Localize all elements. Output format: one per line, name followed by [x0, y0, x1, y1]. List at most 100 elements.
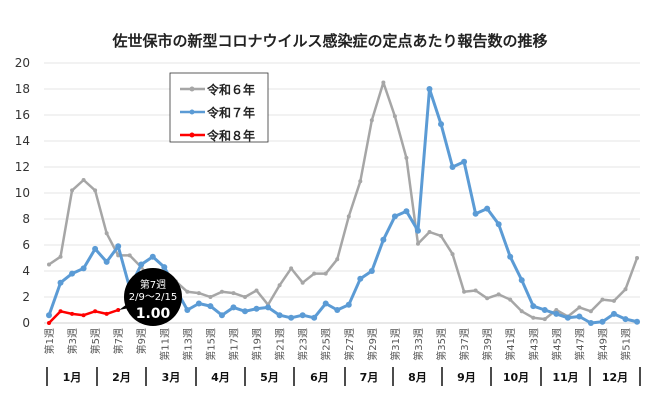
- data-point: [439, 233, 444, 238]
- legend-marker: [189, 109, 195, 115]
- data-point: [610, 310, 617, 317]
- data-point: [507, 253, 514, 260]
- data-point: [93, 309, 98, 314]
- data-point: [542, 317, 547, 322]
- legend-label: 令和７年: [206, 105, 255, 120]
- x-tick-label: 第21週: [274, 328, 287, 361]
- data-point: [541, 307, 548, 313]
- x-tick-label: 第49週: [596, 328, 609, 361]
- data-point: [218, 312, 225, 319]
- month-label: 6月: [310, 371, 329, 384]
- data-point: [115, 243, 122, 250]
- data-point: [508, 297, 513, 302]
- data-point: [219, 289, 224, 294]
- data-point: [276, 312, 283, 319]
- x-tick-label: 第7週: [112, 328, 125, 354]
- data-point: [635, 256, 640, 260]
- data-point: [277, 283, 282, 288]
- data-point: [634, 318, 641, 325]
- data-point: [185, 289, 190, 294]
- data-point: [496, 292, 501, 297]
- data-point: [461, 158, 468, 165]
- data-point: [415, 241, 420, 246]
- x-tick-label: 第15週: [204, 328, 217, 361]
- data-point: [450, 252, 455, 257]
- data-point: [195, 300, 202, 307]
- data-point: [92, 245, 99, 252]
- month-label: 4月: [211, 371, 230, 384]
- data-point: [116, 308, 121, 312]
- y-tick-label: 14: [15, 134, 30, 148]
- x-tick-label: 第47週: [573, 328, 586, 361]
- data-point: [288, 314, 295, 321]
- legend-marker: [189, 132, 195, 138]
- month-label: 7月: [360, 371, 379, 384]
- x-tick-label: 第29週: [366, 328, 379, 361]
- data-point: [611, 298, 616, 303]
- annotation-range: 2/9～2/15: [129, 292, 178, 303]
- data-point: [576, 313, 583, 320]
- data-point: [553, 310, 560, 317]
- x-tick-label: 第5週: [89, 328, 102, 354]
- month-label: 11月: [552, 371, 578, 384]
- data-point: [381, 80, 386, 85]
- data-point: [485, 296, 490, 301]
- y-tick-label: 12: [15, 160, 30, 174]
- legend-label: 令和６年: [206, 82, 255, 97]
- data-point: [358, 179, 363, 184]
- month-label: 5月: [260, 371, 279, 384]
- data-point: [196, 291, 201, 296]
- legend-label: 令和８年: [206, 128, 255, 143]
- x-tick-label: 第23週: [297, 328, 310, 361]
- annotation-week: 第7週: [140, 278, 166, 291]
- x-tick-label: 第33週: [412, 328, 425, 361]
- data-point: [184, 307, 191, 313]
- data-point: [207, 303, 214, 310]
- data-point: [242, 308, 249, 315]
- data-point: [403, 208, 410, 215]
- y-tick-label: 4: [22, 264, 30, 278]
- data-point: [243, 295, 248, 299]
- data-point: [208, 295, 213, 299]
- data-point: [93, 188, 98, 193]
- data-point: [357, 275, 364, 282]
- data-point: [161, 264, 168, 271]
- data-point: [265, 304, 272, 311]
- x-tick-label: 第3週: [66, 328, 79, 354]
- data-point: [70, 188, 75, 193]
- data-point: [312, 271, 317, 276]
- data-point: [518, 277, 525, 284]
- data-point: [47, 262, 51, 267]
- data-point: [149, 253, 156, 260]
- annotation-callout: 第7週 2/9～2/15 1.00: [119, 268, 182, 326]
- data-point: [70, 311, 75, 316]
- data-point: [103, 258, 110, 265]
- data-point: [81, 313, 86, 318]
- data-point: [138, 261, 145, 268]
- data-point: [58, 309, 63, 314]
- data-point: [484, 205, 491, 212]
- data-point: [346, 214, 351, 219]
- x-tick-label: 第11週: [158, 328, 171, 361]
- data-point: [623, 287, 628, 292]
- month-label: 9月: [457, 371, 476, 384]
- x-tick-label: 第43週: [527, 328, 540, 361]
- data-point: [253, 305, 260, 312]
- data-point: [588, 309, 593, 314]
- y-tick-label: 18: [15, 82, 30, 96]
- data-point: [392, 114, 397, 119]
- data-point: [47, 321, 51, 325]
- data-point: [600, 297, 605, 302]
- data-point: [81, 178, 86, 182]
- y-tick-label: 16: [15, 108, 30, 122]
- data-point: [104, 311, 109, 316]
- data-point: [531, 315, 536, 320]
- month-label: 10月: [503, 371, 529, 384]
- data-point: [599, 318, 606, 325]
- x-tick-label: 第13週: [181, 328, 194, 361]
- data-point: [427, 230, 432, 234]
- month-label: 8月: [408, 371, 427, 384]
